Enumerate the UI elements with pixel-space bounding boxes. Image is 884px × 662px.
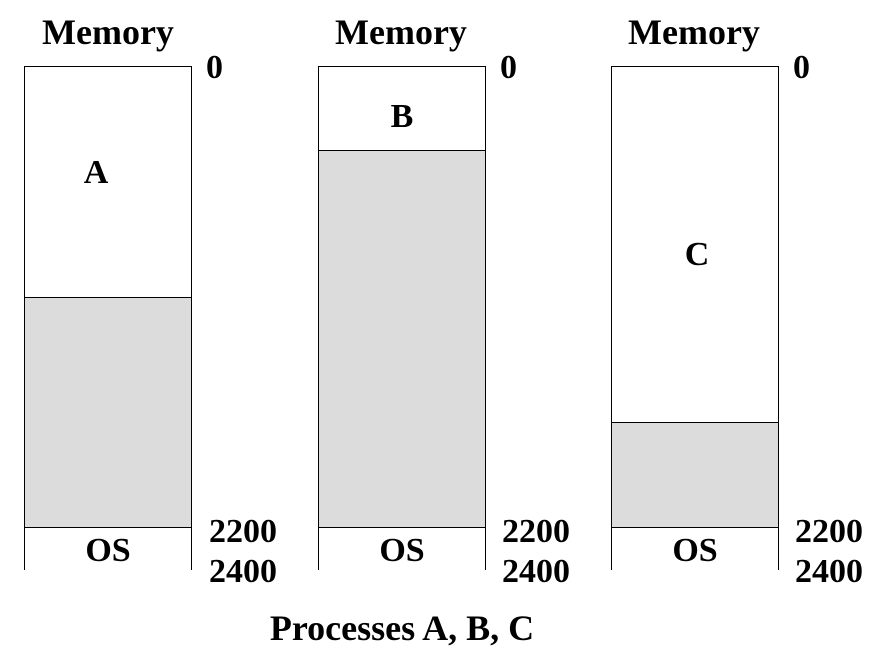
process-label: B [390,98,414,135]
diagram-caption: Processes A, B, C [269,608,535,648]
address-top: 0 [206,49,223,86]
memory-title: Memory [628,12,760,52]
os-label: OS [379,532,425,569]
memory-block: A OS [24,66,192,571]
memory-column-a: Memory A OS 0 2200 2400 [0,0,280,600]
memory-block: C OS [611,66,779,571]
os-segment: OS [319,527,485,571]
os-segment: OS [612,527,778,571]
free-memory-segment [319,150,485,527]
process-b-segment: B [319,67,485,150]
address-os-start: 2200 [502,513,570,550]
address-os-start: 2200 [795,513,863,550]
address-os-end: 2400 [795,553,863,590]
memory-column-b: Memory B OS 0 2200 2400 [294,0,574,600]
os-segment: OS [25,527,191,571]
os-label: OS [85,532,131,569]
os-label: OS [672,532,718,569]
address-os-end: 2400 [209,553,277,590]
process-label: C [684,236,710,273]
memory-title: Memory [335,12,467,52]
address-os-end: 2400 [502,553,570,590]
process-label: A [83,154,109,191]
address-top: 0 [793,49,810,86]
memory-column-c: Memory C OS 0 2200 2400 [587,0,867,600]
process-a-segment: A [25,67,191,297]
memory-block: B OS [318,66,486,571]
process-c-segment: C [612,67,778,422]
free-memory-segment [25,297,191,527]
address-top: 0 [500,49,517,86]
free-memory-segment [612,422,778,527]
memory-title: Memory [42,12,174,52]
address-os-start: 2200 [209,513,277,550]
